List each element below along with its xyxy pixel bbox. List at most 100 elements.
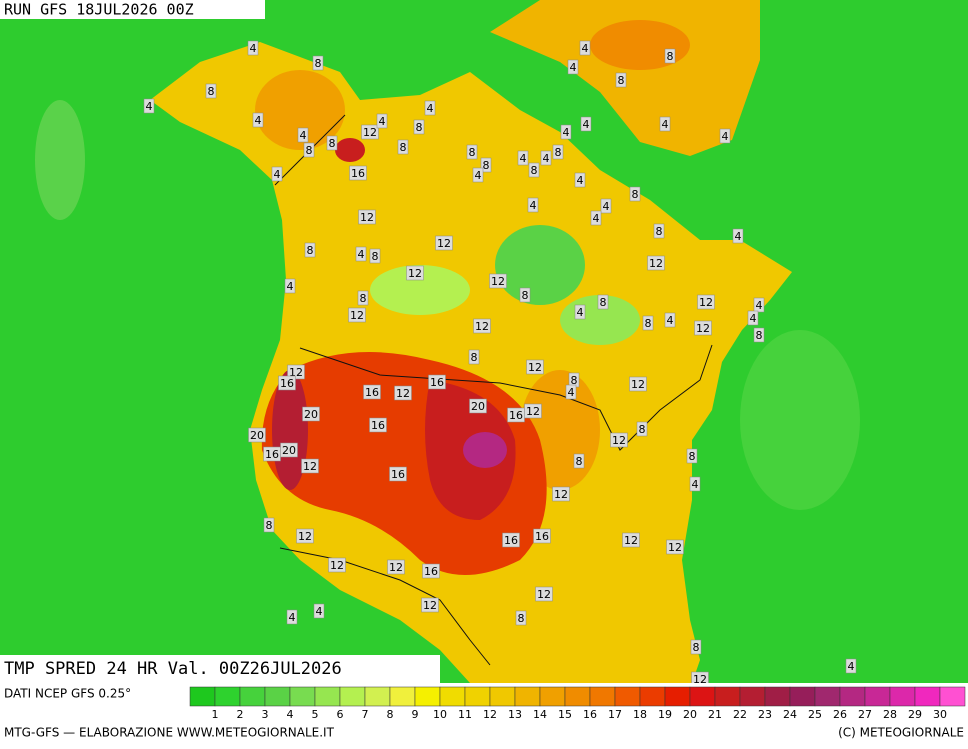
- contour-label: 16: [365, 386, 379, 399]
- contour-label: 12: [668, 541, 682, 554]
- contour-label: 12: [389, 561, 403, 574]
- contour-label-box: [753, 327, 765, 343]
- contour-label: 4: [667, 314, 674, 327]
- scale-label: 3: [262, 708, 269, 721]
- contour-label: 4: [563, 126, 570, 139]
- scale-swatch: [464, 686, 491, 707]
- scale-swatch: [689, 686, 716, 707]
- contour-label-box: [540, 150, 552, 166]
- contour-label-box: [369, 417, 387, 433]
- contour-label-box: [263, 446, 281, 462]
- scale-swatch: [264, 686, 291, 707]
- contour-label: 4: [255, 114, 262, 127]
- contour-label-box: [303, 142, 315, 158]
- header-box: [0, 0, 265, 19]
- contour-label: 4: [475, 169, 482, 182]
- contour-label-box: [524, 403, 542, 419]
- contour-label-box: [580, 116, 592, 132]
- contour-label: 4: [750, 312, 757, 325]
- contour-label: 8: [656, 225, 663, 238]
- contour-label: 20: [471, 400, 485, 413]
- contour-label: 8: [632, 188, 639, 201]
- contour-label-box: [690, 639, 702, 655]
- scale-swatch: [439, 686, 466, 707]
- border: [299, 344, 713, 451]
- contour-label-box: [552, 486, 570, 502]
- contour-label-box: [579, 40, 591, 56]
- contour-label-box: [296, 528, 314, 544]
- scale-swatch: [389, 686, 416, 707]
- scale-swatch: [839, 686, 866, 707]
- title-box: [0, 655, 440, 683]
- contour-label: 8: [522, 289, 529, 302]
- contour-label: 8: [471, 351, 478, 364]
- contour-label-box: [413, 119, 425, 135]
- contour-label-box: [686, 448, 698, 464]
- contour-label-box: [397, 139, 409, 155]
- contour-label-box: [205, 83, 217, 99]
- contour-label: 4: [287, 280, 294, 293]
- scale-label: 18: [633, 708, 647, 721]
- contour-label: 4: [593, 212, 600, 225]
- scale-swatch: [614, 686, 641, 707]
- contour-label-box: [357, 290, 369, 306]
- contour-label: 4: [300, 129, 307, 142]
- contour-label: 8: [400, 141, 407, 154]
- contour-label-box: [697, 294, 715, 310]
- scale-swatch: [514, 686, 541, 707]
- scale-label: 9: [412, 708, 419, 721]
- contour-label-box: [355, 246, 367, 262]
- scale-swatch: [739, 686, 766, 707]
- scale-label: 1: [212, 708, 219, 721]
- scale-label: 26: [833, 708, 847, 721]
- scale-swatch: [339, 686, 366, 707]
- contour-label-box: [653, 223, 665, 239]
- contour-label: 4: [568, 386, 575, 399]
- contour-label: 4: [735, 230, 742, 243]
- contour-label-box: [286, 609, 298, 625]
- contour-label: 8: [372, 250, 379, 263]
- copyright: (C) METEOGIORNALE: [838, 726, 964, 740]
- contour-label: 12: [396, 387, 410, 400]
- contour-label: 4: [543, 152, 550, 165]
- scale-label: 21: [708, 708, 722, 721]
- contour-label-box: [694, 320, 712, 336]
- contour-label-box: [376, 113, 388, 129]
- contour-label: 4: [692, 478, 699, 491]
- contour-label-box: [502, 532, 520, 548]
- scale-swatch: [664, 686, 691, 707]
- scale-swatch: [639, 686, 666, 707]
- contour-label-box: [526, 359, 544, 375]
- contour-label: 8: [307, 244, 314, 257]
- contour-label: 4: [379, 115, 386, 128]
- contour-label-box: [369, 248, 381, 264]
- ocean-patch: [740, 330, 860, 510]
- contour-label-box: [263, 517, 275, 533]
- contour-label-box: [328, 557, 346, 573]
- contour-label: 8: [618, 74, 625, 87]
- scale-swatch: [789, 686, 816, 707]
- land-warm: [255, 70, 345, 150]
- contour-label: 4: [274, 168, 281, 181]
- contour-label: 8: [306, 144, 313, 157]
- contour-label: 12: [475, 320, 489, 333]
- contour-label: 8: [208, 85, 215, 98]
- contour-label: 4: [756, 299, 763, 312]
- contour-label: 12: [537, 588, 551, 601]
- contour-label-box: [519, 287, 531, 303]
- contour-label: 12: [631, 378, 645, 391]
- contour-label-box: [535, 586, 553, 602]
- contour-label-box: [348, 307, 366, 323]
- scale-swatch: [289, 686, 316, 707]
- contour-label-box: [363, 384, 381, 400]
- scale-swatch: [414, 686, 441, 707]
- contour-label: 4: [358, 248, 365, 261]
- contour-label-box: [636, 421, 648, 437]
- scale-label: 10: [433, 708, 447, 721]
- contour-label-box: [143, 98, 155, 114]
- scale-label: 12: [483, 708, 497, 721]
- contour-label: 20: [282, 444, 296, 457]
- scale-swatch: [239, 686, 266, 707]
- contour-label: 12: [696, 322, 710, 335]
- contour-label-box: [552, 144, 564, 160]
